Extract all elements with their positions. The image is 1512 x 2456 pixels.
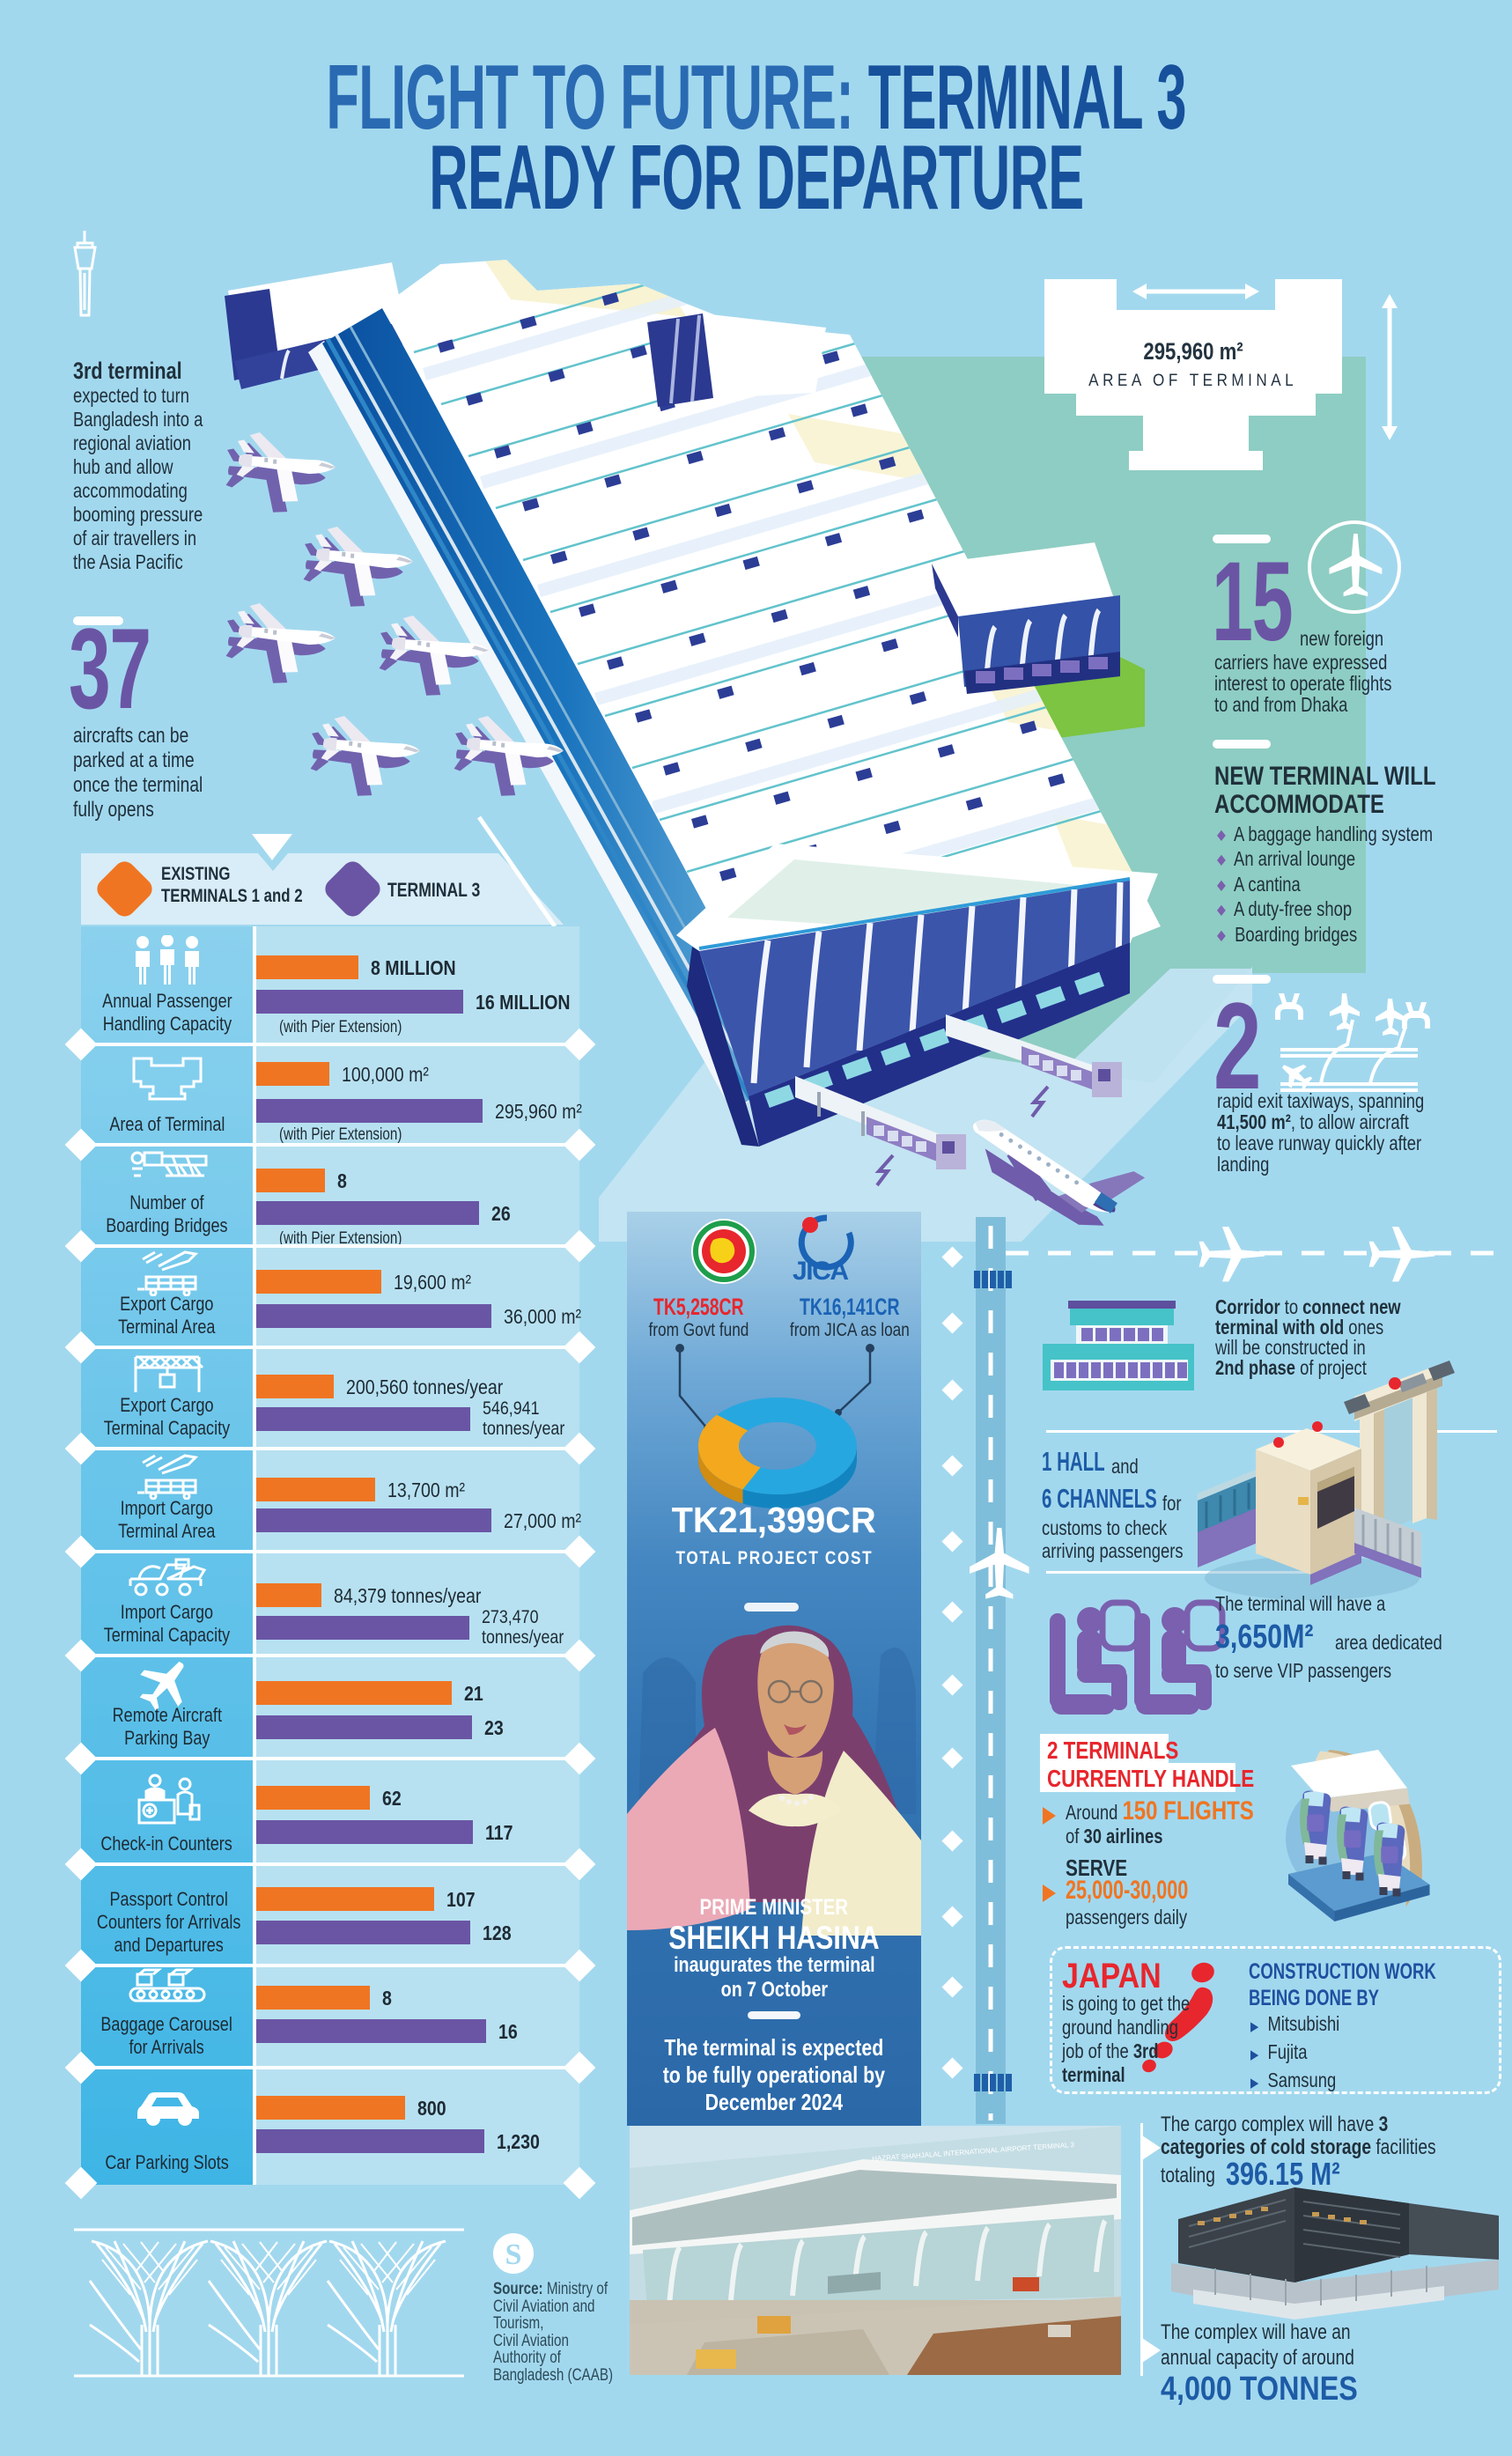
svg-text:S: S [505, 2238, 522, 2271]
svg-text:JICA: JICA [793, 1257, 849, 1286]
